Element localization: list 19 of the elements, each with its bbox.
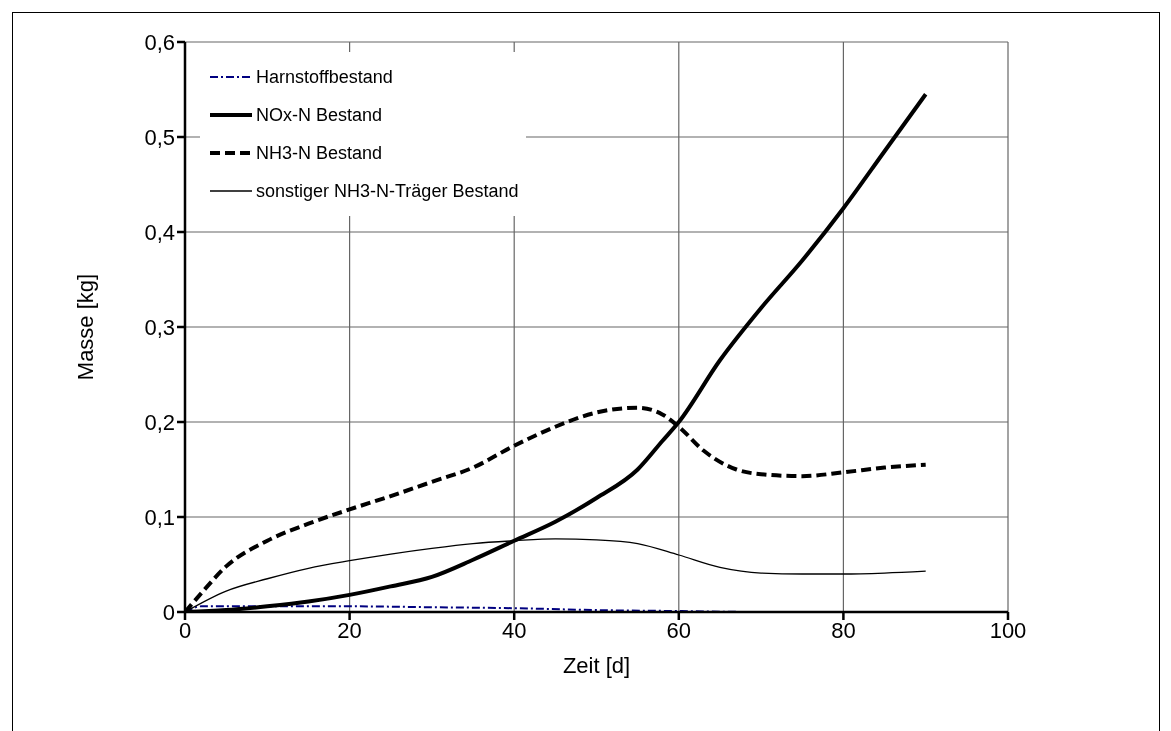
- x-tick-label: 80: [831, 617, 856, 643]
- y-tick-label: 0,1: [144, 504, 175, 530]
- x-tick-label: 100: [989, 617, 1027, 643]
- y-tick-label: 0,5: [144, 124, 175, 150]
- y-axis-title: Masse [kg]: [72, 273, 98, 381]
- x-tick-label: 60: [666, 617, 692, 643]
- legend-label: sonstiger NH3-N-Träger Bestand: [256, 180, 519, 202]
- x-tick-label: 0: [178, 617, 192, 643]
- legend-label: NH3-N Bestand: [256, 142, 383, 164]
- x-axis-title: Zeit [d]: [562, 653, 631, 678]
- x-tick-label: 20: [337, 617, 362, 643]
- y-tick-label: 0,4: [144, 219, 175, 245]
- legend-label: Harnstoffbestand: [256, 66, 393, 88]
- x-tick-label: 40: [501, 617, 527, 643]
- y-tick-label: 0,3: [144, 314, 175, 340]
- y-tick-label: 0,6: [144, 29, 175, 55]
- y-tick-label: 0: [162, 599, 175, 625]
- legend-label: NOx-N Bestand: [256, 104, 383, 126]
- y-tick-label: 0,2: [144, 409, 175, 435]
